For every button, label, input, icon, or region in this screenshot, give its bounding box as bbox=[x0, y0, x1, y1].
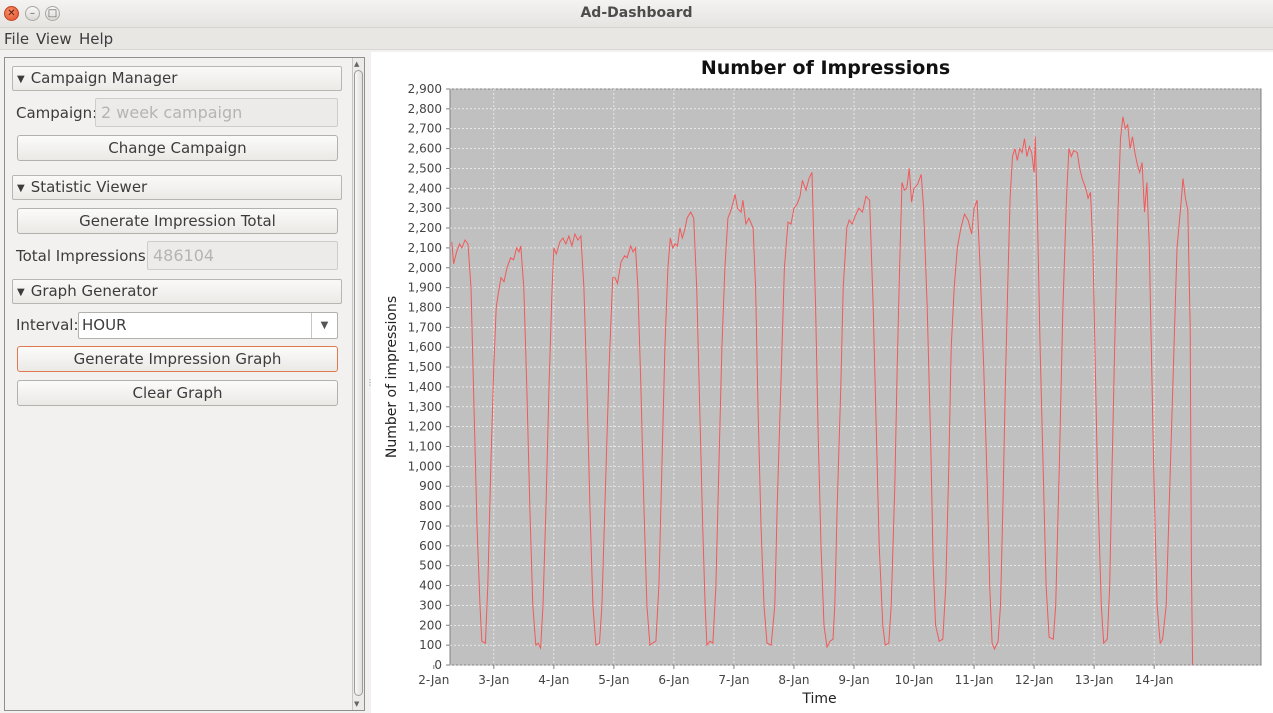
statistic-viewer-header[interactable]: ▼ Statistic Viewer bbox=[12, 175, 342, 200]
y-tick-label: 100 bbox=[419, 638, 442, 652]
y-axis-label: Number of impressions bbox=[384, 296, 400, 458]
y-tick-label: 0 bbox=[434, 658, 442, 672]
x-tick-label: 10-Jan bbox=[895, 673, 934, 687]
x-tick-label: 9-Jan bbox=[838, 673, 869, 687]
interval-label: Interval: bbox=[16, 316, 79, 334]
y-tick-label: 1,700 bbox=[408, 320, 442, 334]
generate-impression-graph-button[interactable]: Generate Impression Graph bbox=[17, 346, 338, 372]
chart-title: Number of Impressions bbox=[701, 57, 950, 79]
window-title: Ad-Dashboard bbox=[580, 5, 693, 21]
total-impressions-label: Total Impressions: bbox=[16, 247, 151, 265]
total-impressions-field: 486104 bbox=[147, 241, 338, 270]
chart-panel: 0 100 200 300 400 500 600 700 800 900 1,000 1,100 1,… bbox=[371, 52, 1273, 713]
graph-generator-header[interactable]: ▼ Graph Generator bbox=[12, 279, 342, 304]
x-tick-label: 14-Jan bbox=[1135, 673, 1174, 687]
y-tick-label: 2,100 bbox=[408, 241, 442, 255]
control-panel: ▼ Campaign Manager Campaign: 2 week campa… bbox=[4, 57, 365, 711]
y-tick-label: 2,000 bbox=[408, 261, 442, 275]
x-axis-label: Time bbox=[801, 691, 836, 707]
expand-triangle-icon: ▼ bbox=[17, 74, 25, 85]
menu-bar: File View Help bbox=[0, 28, 1273, 50]
graph-generator-title: Graph Generator bbox=[30, 282, 158, 300]
scrollbar-thumb[interactable] bbox=[354, 70, 363, 696]
expand-triangle-icon: ▼ bbox=[17, 287, 25, 298]
chevron-down-icon[interactable]: ▼ bbox=[311, 313, 337, 338]
window-titlebar: ✕ – □ Ad-Dashboard bbox=[0, 0, 1273, 28]
panel-scrollbar[interactable]: ▲ ▼ bbox=[352, 58, 364, 710]
y-tick-label: 2,200 bbox=[408, 221, 442, 235]
interval-value: HOUR bbox=[82, 316, 127, 334]
y-tick-label: 2,400 bbox=[408, 181, 442, 195]
y-tick-label: 900 bbox=[419, 479, 442, 493]
x-tick-label: 2-Jan bbox=[418, 673, 449, 687]
generate-impression-total-button[interactable]: Generate Impression Total bbox=[17, 208, 338, 234]
change-campaign-button[interactable]: Change Campaign bbox=[17, 135, 338, 161]
y-tick-label: 1,600 bbox=[408, 340, 442, 354]
y-tick-label: 2,900 bbox=[408, 82, 442, 96]
scroll-down-icon[interactable]: ▼ bbox=[354, 700, 360, 708]
campaign-manager-title: Campaign Manager bbox=[30, 69, 178, 87]
campaign-manager-header[interactable]: ▼ Campaign Manager bbox=[12, 66, 342, 91]
y-tick-label: 1,100 bbox=[408, 440, 442, 454]
campaign-label: Campaign: bbox=[16, 104, 98, 122]
y-tick-label: 800 bbox=[419, 499, 442, 513]
x-tick-label: 6-Jan bbox=[658, 673, 689, 687]
y-tick-label: 2,300 bbox=[408, 201, 442, 215]
menu-help[interactable]: Help bbox=[79, 30, 114, 48]
x-tick-label: 11-Jan bbox=[955, 673, 994, 687]
x-tick-label: 13-Jan bbox=[1075, 673, 1114, 687]
clear-graph-button[interactable]: Clear Graph bbox=[17, 380, 338, 406]
x-tick-label: 12-Jan bbox=[1015, 673, 1054, 687]
y-tick-label: 2,700 bbox=[408, 122, 442, 136]
expand-triangle-icon: ▼ bbox=[17, 183, 25, 194]
campaign-field: 2 week campaign bbox=[95, 98, 338, 127]
interval-select[interactable]: HOUR ▼ bbox=[78, 312, 338, 339]
y-tick-label: 1,900 bbox=[408, 281, 442, 295]
impressions-series-line bbox=[451, 116, 1194, 666]
x-tick-label: 3-Jan bbox=[478, 673, 509, 687]
x-tick-label: 5-Jan bbox=[598, 673, 629, 687]
y-tick-label: 2,500 bbox=[408, 161, 442, 175]
y-tick-label: 1,200 bbox=[408, 420, 442, 434]
y-tick-label: 1,000 bbox=[408, 459, 442, 473]
statistic-viewer-title: Statistic Viewer bbox=[30, 178, 148, 196]
y-tick-label: 200 bbox=[419, 618, 442, 632]
y-tick-label: 500 bbox=[419, 559, 442, 573]
plot-area bbox=[449, 88, 1262, 666]
y-tick-label: 2,800 bbox=[408, 102, 442, 116]
y-tick-label: 300 bbox=[419, 598, 442, 612]
y-tick-label: 1,800 bbox=[408, 300, 442, 314]
y-tick-label: 2,600 bbox=[408, 142, 442, 156]
x-tick-label: 4-Jan bbox=[538, 673, 569, 687]
minimize-window-icon[interactable]: – bbox=[25, 6, 40, 21]
scroll-up-icon[interactable]: ▲ bbox=[354, 60, 360, 68]
x-tick-label: 7-Jan bbox=[718, 673, 749, 687]
maximize-window-icon[interactable]: □ bbox=[45, 6, 60, 21]
close-window-icon[interactable]: ✕ bbox=[4, 6, 19, 21]
y-tick-label: 1,500 bbox=[408, 360, 442, 374]
y-tick-label: 1,400 bbox=[408, 380, 442, 394]
y-tick-label: 1,300 bbox=[408, 400, 442, 414]
menu-file[interactable]: File bbox=[4, 30, 30, 48]
y-tick-label: 600 bbox=[419, 539, 442, 553]
menu-view[interactable]: View bbox=[36, 30, 72, 48]
impressions-chart: 0 100 200 300 400 500 600 700 800 900 1,000 1,100 1,… bbox=[384, 57, 1262, 707]
y-tick-label: 700 bbox=[419, 519, 442, 533]
x-tick-label: 8-Jan bbox=[778, 673, 809, 687]
y-tick-label: 400 bbox=[419, 579, 442, 593]
